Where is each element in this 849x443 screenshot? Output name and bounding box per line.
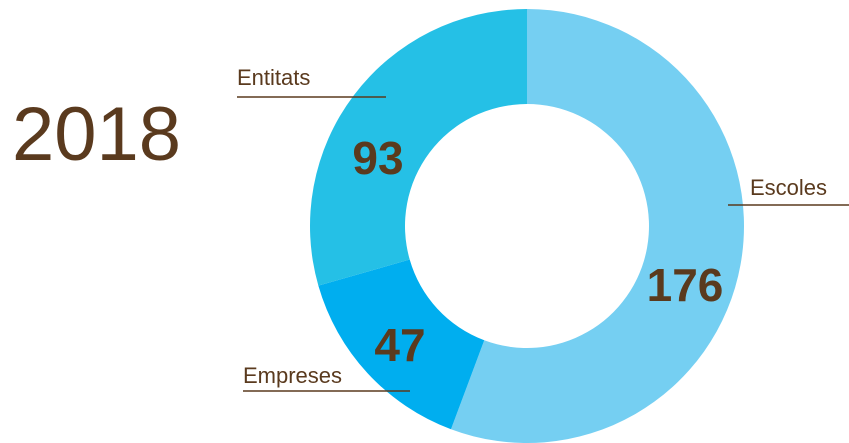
- category-label: Entitats: [237, 65, 310, 90]
- category-label: Escoles: [750, 175, 827, 200]
- donut-segment: [309, 9, 527, 286]
- donut-segment: [318, 259, 485, 430]
- chart-title: 2018: [12, 92, 181, 177]
- category-label: Empreses: [243, 363, 342, 388]
- value-label: 47: [374, 319, 425, 371]
- value-label: 176: [647, 259, 724, 311]
- value-label: 93: [352, 132, 403, 184]
- donut-segment: [450, 9, 744, 443]
